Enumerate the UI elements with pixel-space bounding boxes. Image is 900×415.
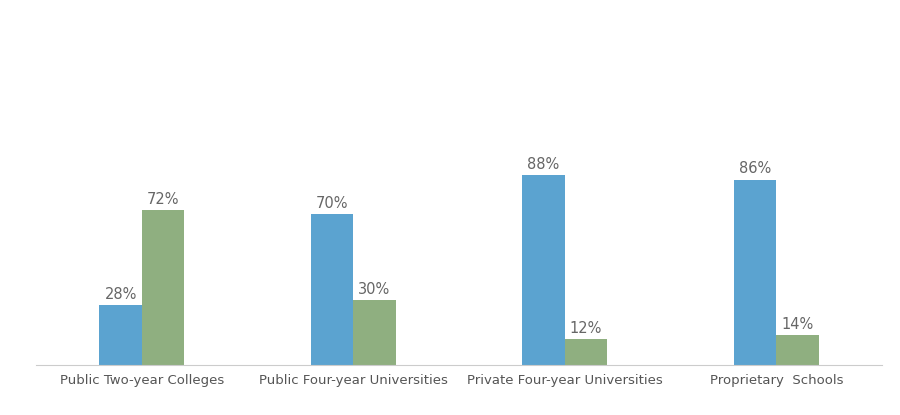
Bar [353, 300, 396, 365]
Bar [311, 214, 354, 365]
Text: 70%: 70% [316, 196, 348, 211]
Text: 28%: 28% [104, 286, 137, 302]
Text: 88%: 88% [527, 157, 560, 172]
Text: 14%: 14% [781, 317, 814, 332]
Text: 30%: 30% [358, 282, 391, 297]
Bar [142, 210, 184, 365]
Bar [734, 180, 776, 365]
Bar [99, 305, 142, 365]
Text: 72%: 72% [147, 192, 179, 207]
Bar [776, 335, 819, 365]
Bar [522, 175, 565, 365]
Bar [565, 339, 608, 365]
Text: 86%: 86% [739, 161, 771, 176]
Text: 12%: 12% [570, 321, 602, 336]
